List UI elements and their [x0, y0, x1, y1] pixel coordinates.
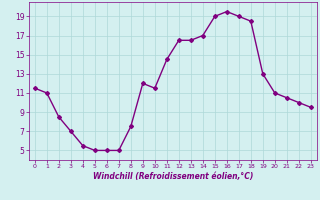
X-axis label: Windchill (Refroidissement éolien,°C): Windchill (Refroidissement éolien,°C) [92, 172, 253, 181]
